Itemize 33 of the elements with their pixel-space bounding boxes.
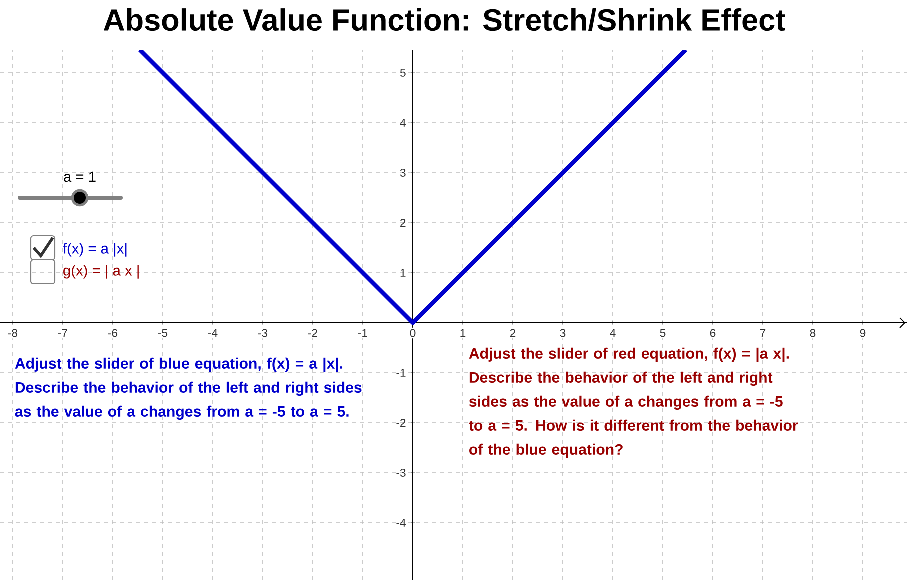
x-tick-label: -4	[208, 329, 218, 338]
annotation: g(x) = | a x |	[64, 265, 139, 279]
x-tick-label: 7	[760, 329, 766, 338]
x-tick-label: -7	[58, 329, 68, 338]
x-tick-label: 0	[410, 329, 416, 338]
text: f(x) = a |x|	[63, 243, 127, 257]
x-tick-label: -1	[358, 329, 368, 338]
annotation: Adjust the slider of blue equation, f(x) = a |x|. Describe the behavior of the left and right sides as the value of a changes from a = -5 to a = 5.	[15, 358, 362, 420]
x-tick-label: 4	[610, 329, 616, 338]
y-tick-label: -3	[396, 468, 406, 477]
annotation: Adjust the slider of red equation, f(x) = |a x|. Describe the behavior of the left and right sides as the value of a changes from a = -5 to a = 5. How is it different from the behavior of the blue equation?	[469, 348, 798, 458]
y-tick-label: -4	[396, 519, 406, 527]
y-tick-label: 3	[400, 168, 406, 177]
x-tick-label: 1	[460, 329, 466, 338]
y-tick-label: 1	[400, 269, 406, 277]
x-tick-label: -3	[258, 329, 268, 338]
x-tick-label: -6	[108, 329, 118, 338]
annotation: a = 1	[64, 172, 96, 182]
x-tick-label: 3	[560, 329, 566, 338]
y-tick-label: 4	[400, 119, 406, 127]
x-tick-label: -2	[308, 329, 318, 338]
chart-title: Absolute Value Function: Stretch/Shrink Effect	[104, 8, 786, 32]
y-tick-label: -2	[396, 419, 406, 427]
y-tick-label: 5	[400, 69, 406, 77]
y-tick-label: 2	[400, 219, 406, 227]
x-tick-label: 8	[810, 329, 816, 338]
x-tick-label: 2	[510, 329, 516, 338]
x-tick-label: 9	[860, 329, 866, 338]
y-tick-label: -1	[396, 369, 406, 377]
x-tick-label: 6	[710, 329, 716, 338]
x-tick-label: -8	[8, 329, 18, 338]
x-tick-label: 5	[660, 329, 666, 338]
x-tick-label: -5	[158, 329, 168, 338]
